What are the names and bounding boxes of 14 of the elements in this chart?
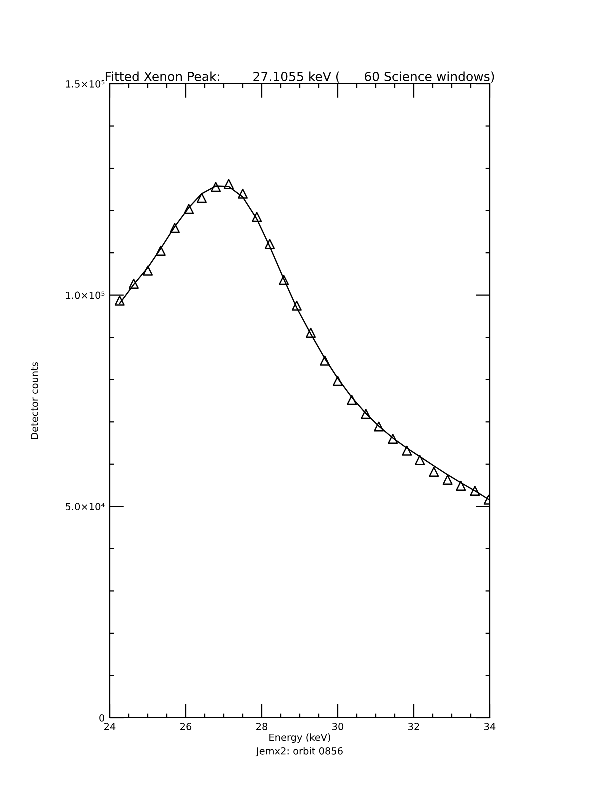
y-tick-label: 5.0×10⁴ [66,503,105,510]
y-tick-label: 1.0×10⁵ [66,292,105,300]
x-tick-label: 28 [256,723,268,730]
x-axis-title: Energy (keV) [270,734,330,744]
x-tick-label: 30 [332,723,344,730]
chart-title: Fitted Xenon Peak: 27.1055 keV ( 60 Science windows) [106,72,494,83]
y-tick-label: 1.5×10⁵ [66,80,105,88]
y-tick-label: 0 [100,714,104,722]
x-tick-label: 26 [180,723,192,730]
x-tick-label: 32 [408,723,420,730]
text: Jemx2: orbit 0856 [256,747,343,757]
x-tick-label: 34 [484,723,496,730]
x-tick-label: 24 [104,723,116,730]
y-axis-title: Detector counts [31,362,38,440]
